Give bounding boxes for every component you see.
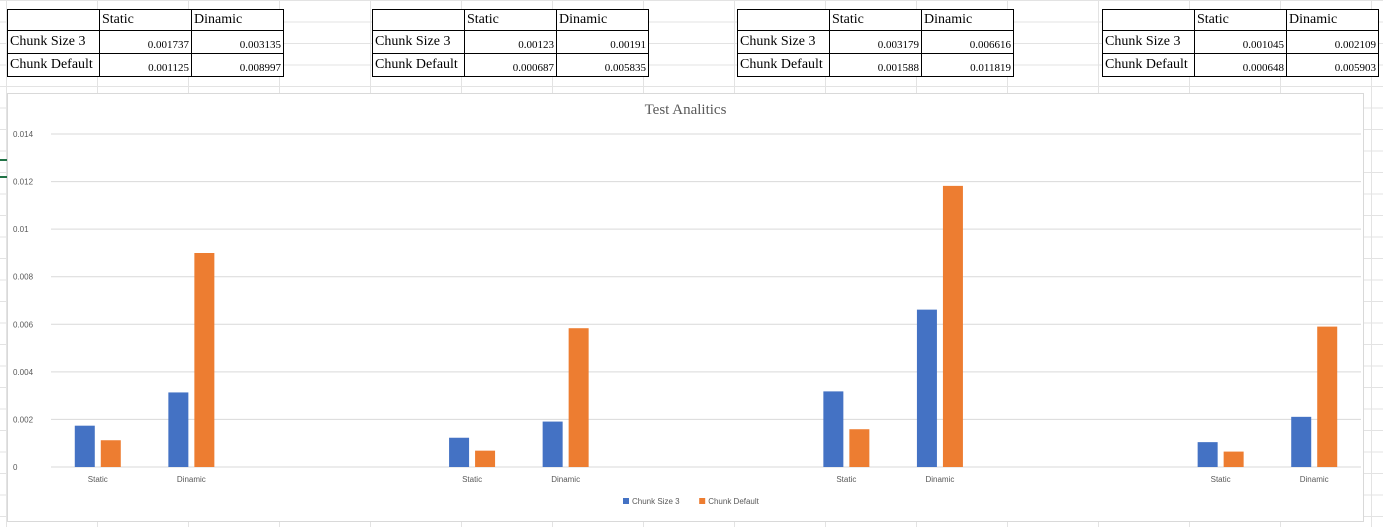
x-tick-label: Dinamic <box>177 475 206 484</box>
bar-chunk-default <box>568 328 589 467</box>
y-tick-label: 0.014 <box>13 130 34 139</box>
row-label[interactable]: Chunk Size 3 <box>737 30 830 54</box>
bar-chunk-default <box>1317 326 1338 467</box>
bar-chunk-size-3 <box>449 437 470 467</box>
row-label[interactable]: Chunk Default <box>372 53 465 77</box>
row-label[interactable]: Chunk Default <box>1102 53 1195 77</box>
data-table-2: Static Dinamic Chunk Size 3 0.00123 0.00… <box>372 9 649 77</box>
table-cell[interactable]: 0.001125 <box>99 53 192 77</box>
x-tick-label: Dinamic <box>1300 475 1329 484</box>
table-cell[interactable]: 0.002109 <box>1286 30 1379 54</box>
chart-container[interactable]: Test Analitics 0 0.002 0.004 0.006 0.008 0.01… <box>7 93 1364 522</box>
y-tick-label: 0 <box>13 463 18 472</box>
bar-chunk-default <box>475 450 496 467</box>
column-header-static[interactable]: Static <box>1194 9 1287 31</box>
bar-chunk-default <box>194 252 215 467</box>
table-cell[interactable]: 0.003135 <box>191 30 284 54</box>
chart-title: Test Analitics <box>644 102 727 118</box>
column-header-dinamic[interactable]: Dinamic <box>1286 9 1379 31</box>
y-tick-label: 0.008 <box>13 273 34 282</box>
legend-label: Chunk Default <box>708 497 759 506</box>
column-header-static[interactable]: Static <box>464 9 557 31</box>
data-table-1: Static Dinamic Chunk Size 3 0.001737 0.0… <box>7 9 284 77</box>
row-label[interactable]: Chunk Default <box>7 53 100 77</box>
bar-chunk-size-3 <box>1291 416 1312 467</box>
table-cell[interactable]: 0.000648 <box>1194 53 1287 77</box>
table-cell[interactable]: 0.001737 <box>99 30 192 54</box>
legend-label: Chunk Size 3 <box>632 497 680 506</box>
table-corner-cell[interactable] <box>372 9 465 31</box>
bar-chunk-size-3 <box>74 425 95 467</box>
column-header-dinamic[interactable]: Dinamic <box>921 9 1014 31</box>
table-corner-cell[interactable] <box>7 9 100 31</box>
row-label[interactable]: Chunk Size 3 <box>7 30 100 54</box>
bar-chunk-default <box>942 185 963 467</box>
bar-chunk-size-3 <box>916 309 937 467</box>
row-label[interactable]: Chunk Size 3 <box>372 30 465 54</box>
legend-swatch <box>623 498 629 504</box>
y-tick-label: 0.012 <box>13 178 34 187</box>
table-cell[interactable]: 0.003179 <box>829 30 922 54</box>
table-cell[interactable]: 0.000687 <box>464 53 557 77</box>
y-tick-label: 0.006 <box>13 320 34 329</box>
x-tick-label: Static <box>836 475 856 484</box>
legend-swatch <box>699 498 706 504</box>
x-tick-label: Static <box>1211 475 1231 484</box>
table-corner-cell[interactable] <box>1102 9 1195 31</box>
table-cell[interactable]: 0.00123 <box>464 30 557 54</box>
data-table-3: Static Dinamic Chunk Size 3 0.003179 0.0… <box>737 9 1014 77</box>
x-tick-label: Dinamic <box>551 475 580 484</box>
bar-chunk-size-3 <box>168 392 189 467</box>
column-header-static[interactable]: Static <box>99 9 192 31</box>
y-tick-label: 0.01 <box>13 225 29 234</box>
y-tick-label: 0.004 <box>13 368 34 377</box>
table-cell[interactable]: 0.001588 <box>829 53 922 77</box>
row-selection-marker <box>0 159 8 161</box>
column-header-static[interactable]: Static <box>829 9 922 31</box>
table-cell[interactable]: 0.008997 <box>191 53 284 77</box>
table-cell[interactable]: 0.005903 <box>1286 53 1379 77</box>
table-cell[interactable]: 0.006616 <box>921 30 1014 54</box>
row-selection-marker <box>0 176 8 178</box>
x-tick-label: Dinamic <box>925 475 954 484</box>
y-tick-label: 0.002 <box>13 415 34 424</box>
data-table-4: Static Dinamic Chunk Size 3 0.001045 0.0… <box>1102 9 1379 77</box>
column-header-dinamic[interactable]: Dinamic <box>556 9 649 31</box>
row-label[interactable]: Chunk Size 3 <box>1102 30 1195 54</box>
bar-chunk-default <box>100 440 121 467</box>
table-cell[interactable]: 0.00191 <box>556 30 649 54</box>
row-label[interactable]: Chunk Default <box>737 53 830 77</box>
table-cell[interactable]: 0.001045 <box>1194 30 1287 54</box>
table-cell[interactable]: 0.005835 <box>556 53 649 77</box>
table-cell[interactable]: 0.011819 <box>921 53 1014 77</box>
x-tick-label: Static <box>462 475 482 484</box>
bar-chart: 0 0.002 0.004 0.006 0.008 0.01 0.012 0.014 Stati… <box>13 130 1361 506</box>
bar-chunk-size-3 <box>542 421 563 467</box>
bar-chunk-size-3 <box>823 391 844 467</box>
column-header-dinamic[interactable]: Dinamic <box>191 9 284 31</box>
bar-chunk-size-3 <box>1197 442 1218 467</box>
x-tick-label: Static <box>88 475 108 484</box>
bar-chunk-default <box>1223 451 1244 467</box>
table-corner-cell[interactable] <box>737 9 830 31</box>
bar-chunk-default <box>849 429 870 467</box>
